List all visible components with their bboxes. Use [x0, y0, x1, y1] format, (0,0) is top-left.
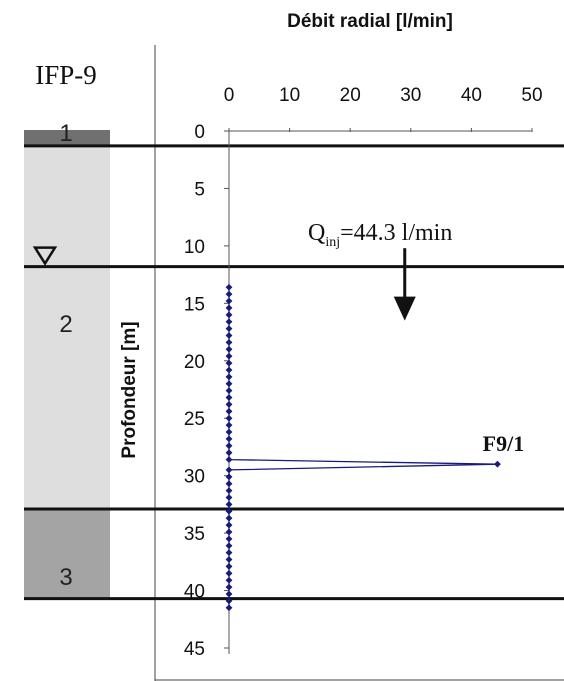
data-point [225, 359, 233, 367]
layer-boundaries [24, 144, 564, 601]
data-point [225, 394, 233, 401]
data-point [225, 535, 233, 543]
data-point [225, 352, 233, 360]
data-point [225, 414, 233, 422]
stratum-1 [24, 130, 110, 146]
data-point [225, 338, 233, 346]
stratum-label-2: 2 [59, 311, 72, 338]
data-point [225, 473, 233, 481]
data-point [225, 283, 233, 291]
x-tick-label: 20 [340, 85, 361, 106]
x-tick-label: 10 [279, 85, 300, 106]
data-point [225, 604, 233, 612]
axes [228, 130, 532, 654]
data-point [225, 576, 233, 584]
y-tick-label: 0 [194, 122, 205, 143]
y-tick-label: 35 [184, 524, 205, 545]
y-axis-ticks: 0 5 10 15 20 25 30 35 40 45 [184, 122, 229, 660]
injection-value: =44.3 l/min [340, 220, 452, 246]
data-point [225, 590, 233, 598]
data-point [225, 500, 233, 508]
injection-arrow [393, 248, 416, 321]
data-point [225, 549, 233, 557]
data-point [225, 401, 233, 408]
y-axis-label: Profondeur [m] [119, 321, 140, 458]
data-point [225, 480, 233, 488]
data-point [225, 514, 233, 522]
data-point [225, 556, 233, 563]
data-point [225, 297, 233, 305]
x-tick-label: 0 [224, 85, 235, 106]
data-point [225, 435, 233, 443]
data-point [225, 332, 233, 339]
data-point [225, 290, 233, 298]
data-point [225, 569, 233, 577]
y-tick-label: 40 [184, 582, 205, 603]
injection-arrow-head [393, 296, 416, 321]
y-tick-label: 5 [194, 179, 205, 200]
data-point [494, 460, 501, 468]
injection-q: Q [308, 220, 325, 246]
data-point [225, 380, 233, 388]
data-point [225, 345, 233, 353]
x-tick-label: 40 [461, 85, 482, 106]
data-point [225, 421, 233, 429]
y-tick-label: 25 [184, 409, 205, 430]
data-point [225, 387, 233, 395]
data-point [225, 456, 233, 463]
data-point [225, 449, 233, 457]
x-axis-ticks: 0 10 20 30 40 50 [224, 85, 543, 132]
data-point [225, 563, 233, 570]
data-point [225, 311, 233, 319]
x-tick-label: 50 [521, 85, 542, 106]
y-tick-label: 45 [184, 639, 205, 660]
stratum-3 [24, 508, 110, 599]
strata-column: 1 2 3 [24, 120, 110, 599]
data-point [225, 487, 233, 495]
data-point [225, 597, 233, 605]
y-tick-label: 30 [184, 467, 205, 488]
data-point [225, 407, 233, 415]
data-point [225, 528, 233, 536]
point-label-f9-1: F9/1 [483, 431, 525, 456]
data-point [225, 507, 233, 515]
data-point [225, 366, 233, 374]
injection-subscript: inj [325, 235, 340, 250]
y-tick-label: 10 [184, 237, 205, 258]
data-point [225, 542, 233, 550]
data-point [225, 521, 233, 529]
well-label: IFP-9 [35, 60, 97, 90]
water-table-icon [32, 246, 58, 266]
data-point [225, 583, 233, 591]
chart-title: Débit radial [l/min] [287, 11, 453, 32]
stratum-label-3: 3 [59, 564, 72, 591]
data-point [225, 428, 233, 436]
data-point [225, 466, 233, 474]
series-line [228, 287, 498, 608]
stratum-2 [24, 145, 110, 509]
y-tick-label: 15 [184, 294, 205, 315]
data-point [225, 304, 233, 312]
stratum-label-1: 1 [59, 120, 72, 147]
x-tick-label: 30 [400, 85, 421, 106]
injection-label: Qinj=44.3 l/min [308, 220, 452, 250]
data-point [225, 494, 233, 501]
data-point [225, 325, 233, 333]
series-flow [225, 283, 501, 612]
y-tick-label: 20 [184, 352, 205, 373]
data-point [225, 318, 233, 326]
data-point [225, 373, 233, 381]
data-point [225, 442, 233, 450]
